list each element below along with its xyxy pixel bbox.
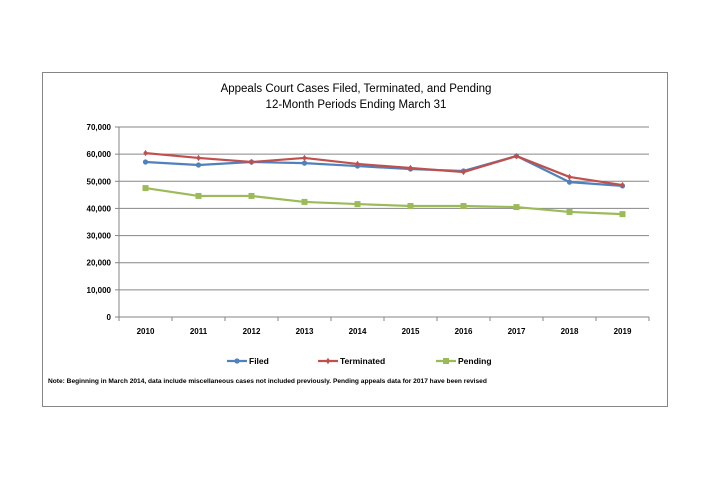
series-line-filed [145, 154, 623, 187]
x-tick-label: 2016 [455, 327, 473, 336]
x-tick-label: 2011 [190, 327, 208, 336]
axes: 0 10,000 20,000 30,000 40,000 50,000 60,000 70,… [87, 123, 650, 336]
data-point-terminated [355, 160, 360, 168]
gridlines [119, 126, 649, 291]
data-point-terminated [408, 164, 413, 172]
y-tick-label: 20,000 [87, 259, 112, 268]
chart-title: Appeals Court Cases Filed, Terminated, a… [221, 83, 492, 95]
legend-item-pending: Pending [436, 356, 492, 366]
legend-label: Pending [458, 356, 492, 366]
x-tick-label: 2014 [349, 327, 367, 336]
data-point-terminated [196, 154, 201, 162]
legend-label: Filed [249, 356, 269, 366]
y-tick-label: 70,000 [87, 123, 112, 132]
y-tick-label: 0 [107, 313, 112, 322]
data-point-pending [407, 202, 414, 209]
data-point-terminated [249, 158, 254, 166]
series-line-pending [145, 186, 623, 216]
data-point-terminated [620, 181, 625, 189]
legend-swatch-marker [234, 358, 240, 364]
chart-note: Note: Beginning in March 2014, data incl… [48, 378, 487, 385]
x-tick-label: 2012 [243, 327, 261, 336]
legend: Filed Terminated Pending [227, 356, 492, 366]
legend-item-filed: Filed [227, 356, 269, 366]
data-point-filed [301, 160, 308, 166]
legend-item-terminated: Terminated [318, 356, 385, 366]
series-layer [142, 149, 626, 218]
data-point-pending [195, 192, 202, 199]
x-tick-label: 2010 [137, 327, 155, 336]
x-tick-label: 2018 [561, 327, 579, 336]
series-terminated [143, 149, 625, 189]
legend-swatch-marker [443, 358, 449, 364]
series-line-terminated [145, 151, 623, 187]
y-tick-label: 30,000 [87, 232, 112, 241]
data-point-terminated [567, 173, 572, 181]
data-point-terminated [461, 168, 466, 176]
x-tick-label: 2013 [296, 327, 314, 336]
legend-label: Terminated [340, 356, 385, 366]
data-point-pending [301, 198, 308, 205]
data-point-pending [566, 208, 573, 215]
data-point-filed [142, 159, 149, 165]
data-point-terminated [514, 152, 519, 160]
data-point-pending [619, 211, 626, 218]
data-point-pending [248, 192, 255, 199]
x-tick-label: 2019 [614, 327, 632, 336]
y-tick-label: 40,000 [87, 204, 112, 213]
legend-swatch-marker [325, 357, 331, 365]
data-point-pending [460, 202, 467, 209]
chart-subtitle: 12-Month Periods Ending March 31 [266, 99, 447, 111]
data-point-terminated [302, 154, 307, 162]
data-point-pending [354, 201, 361, 208]
data-point-pending [142, 185, 149, 192]
series-pending [142, 185, 626, 218]
chart-frame: Appeals Court Cases Filed, Terminated, a… [42, 72, 668, 407]
y-tick-label: 60,000 [87, 150, 112, 159]
data-point-pending [513, 204, 520, 211]
line-chart: Appeals Court Cases Filed, Terminated, a… [48, 83, 650, 385]
y-tick-label: 50,000 [87, 177, 112, 186]
x-tick-label: 2017 [508, 327, 526, 336]
data-point-filed [566, 179, 573, 185]
y-tick-label: 10,000 [87, 286, 112, 295]
data-point-filed [195, 162, 202, 168]
data-point-terminated [143, 149, 148, 157]
x-tick-label: 2015 [402, 327, 420, 336]
